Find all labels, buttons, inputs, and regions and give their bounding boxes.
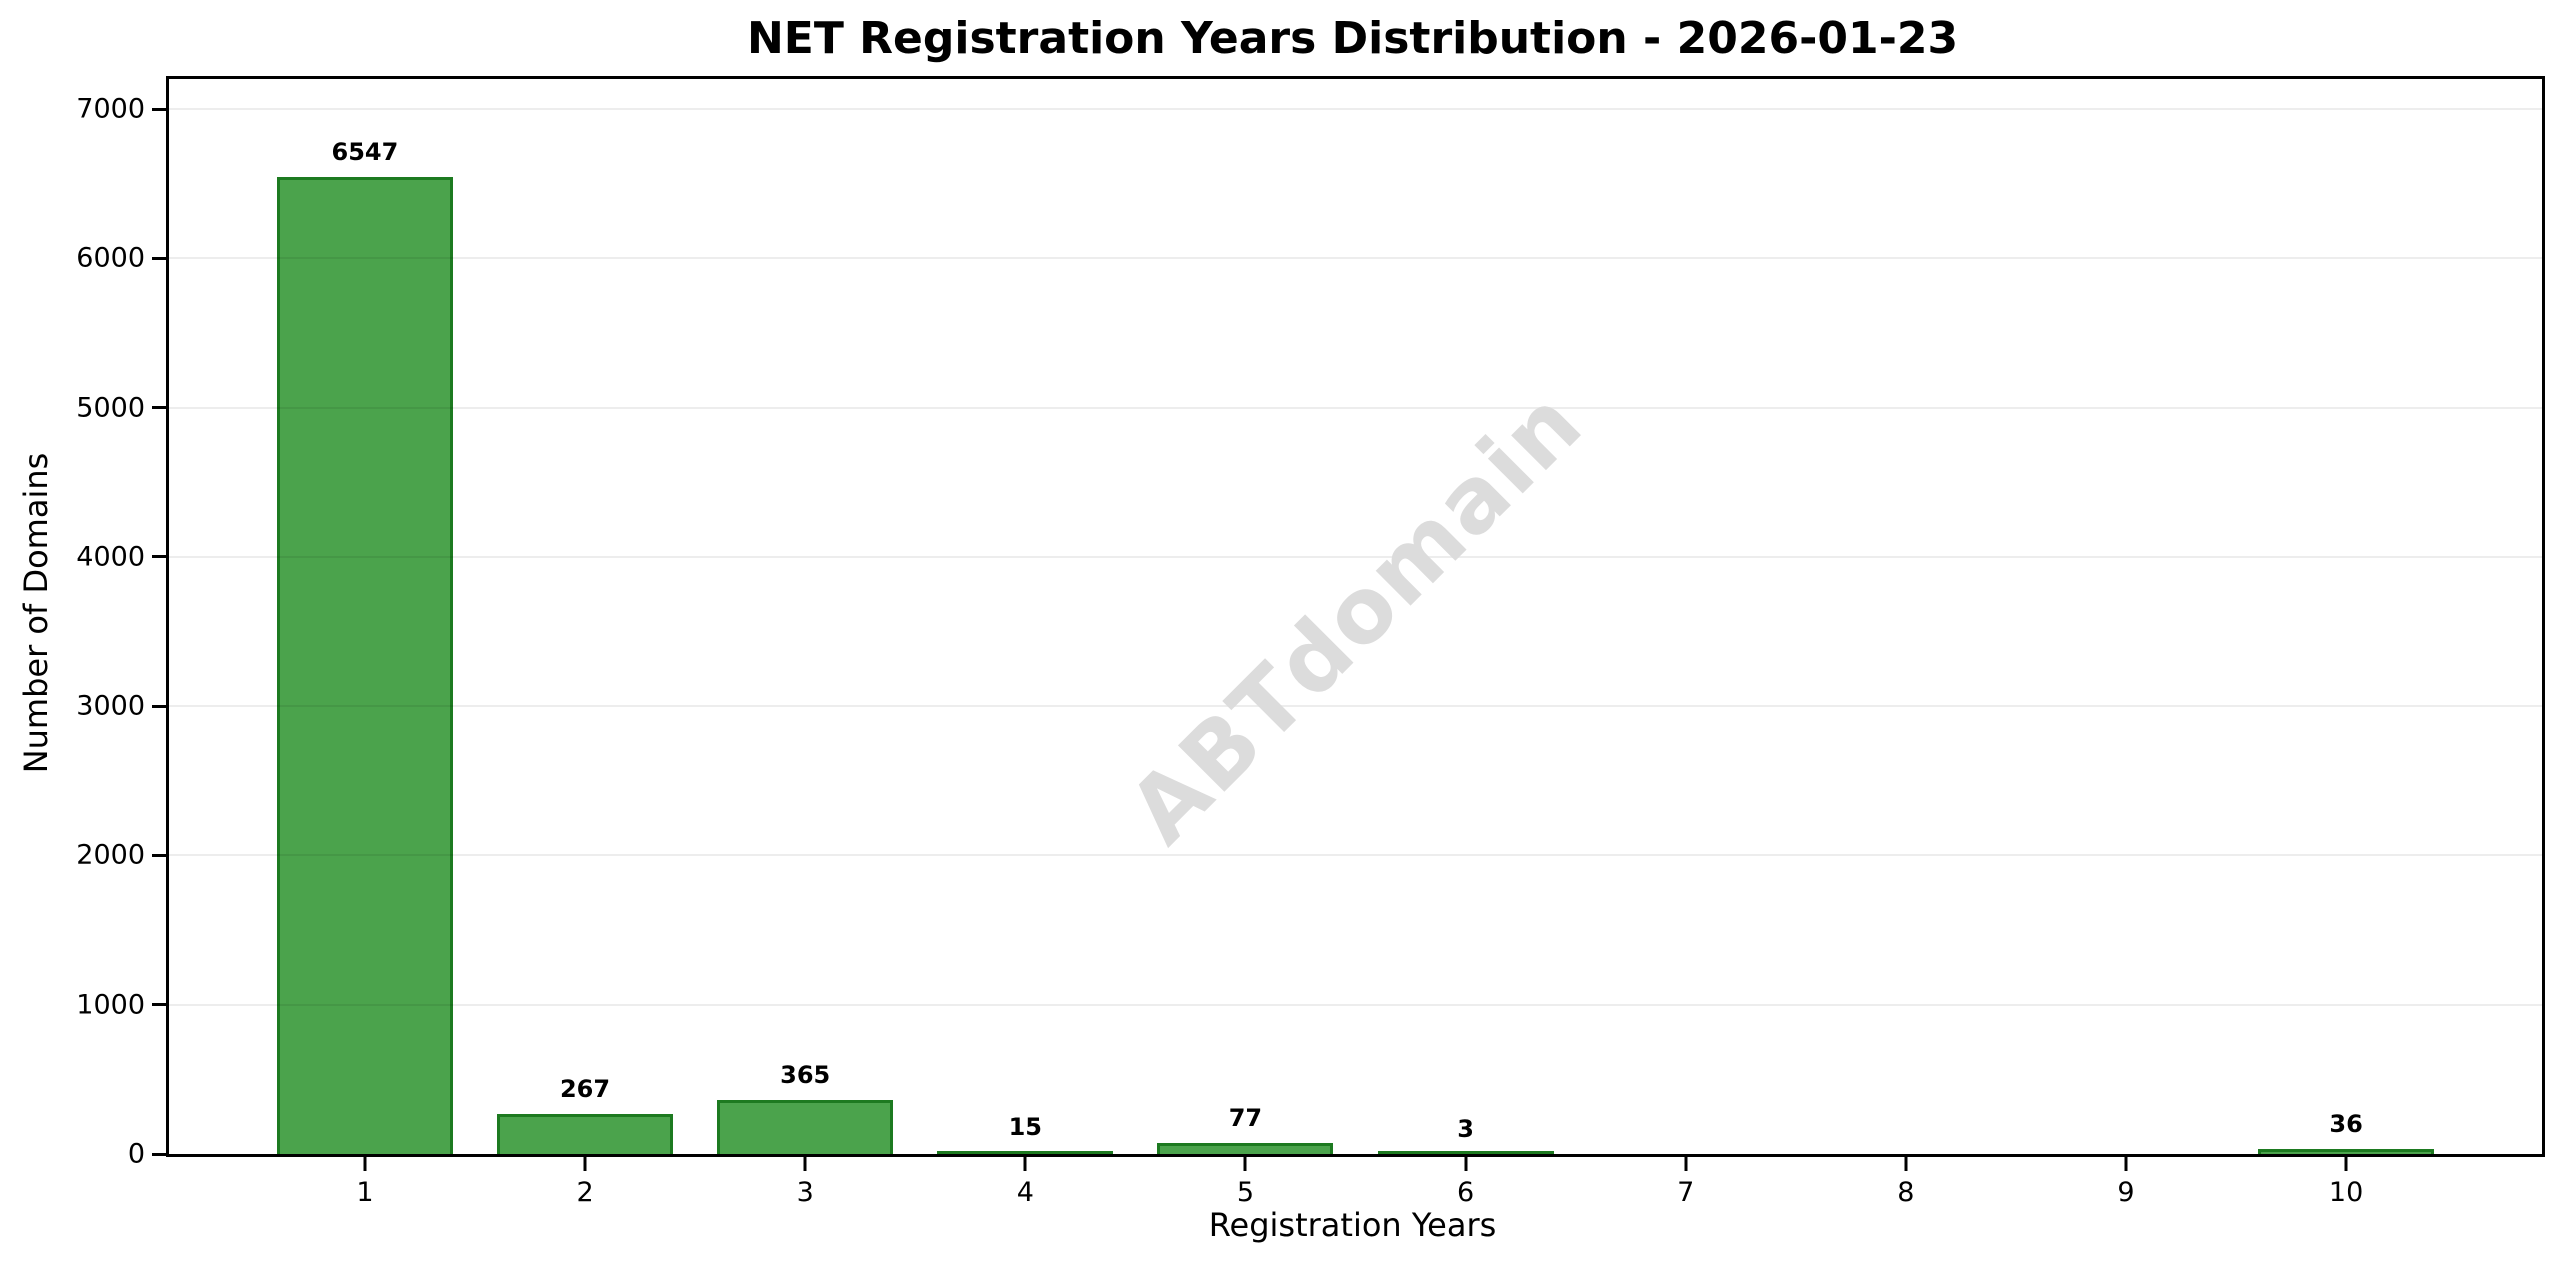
- x-tick-label: 3: [796, 1177, 814, 1208]
- y-axis-label: Number of Domains: [17, 452, 55, 774]
- x-tick-mark: [1243, 1157, 1247, 1171]
- x-tick-label: 7: [1677, 1177, 1695, 1208]
- bar-year-1: [276, 176, 453, 1154]
- x-tick-label: 8: [1897, 1177, 1915, 1208]
- bar-value-label: 6547: [331, 137, 399, 166]
- plot-area: 6547 267 365 15 77 3 36 0 1000 2000 3000 4000 5000 60…: [76, 76, 2545, 1208]
- x-tick-mark: [583, 1157, 587, 1171]
- bar-value-label: 3: [1457, 1114, 1474, 1143]
- bar-value-label: 77: [1228, 1103, 1263, 1132]
- x-tick-mark: [2344, 1157, 2348, 1171]
- x-tick-label: 4: [1016, 1177, 1034, 1208]
- y-tick-mark: [152, 406, 166, 410]
- gridline-y-5000: [169, 406, 2542, 409]
- x-tick-mark: [1684, 1157, 1688, 1171]
- gridline-y-6000: [169, 257, 2542, 260]
- y-tick-label: 4000: [76, 541, 145, 573]
- y-tick-mark: [152, 107, 166, 111]
- y-tick-label: 3000: [76, 690, 145, 722]
- gridline-y-7000: [169, 108, 2542, 111]
- x-tick-label: 2: [576, 1177, 594, 1208]
- y-tick-label: 0: [127, 1138, 145, 1170]
- bar-year-10: [2258, 1148, 2435, 1154]
- x-tick-mark: [363, 1157, 367, 1171]
- x-tick-label: 9: [2117, 1177, 2135, 1208]
- y-tick-label: 1000: [76, 989, 145, 1021]
- x-tick-mark: [803, 1157, 807, 1171]
- bar-year-4: [937, 1151, 1114, 1154]
- bar-year-3: [717, 1099, 894, 1154]
- watermark-text: ABTdomain: [1108, 369, 1603, 864]
- y-tick-mark: [152, 704, 166, 708]
- bar-value-label: 267: [559, 1075, 611, 1104]
- bar-year-6: [1377, 1151, 1554, 1154]
- y-tick-label: 5000: [76, 392, 145, 424]
- y-tick-label: 7000: [76, 93, 145, 125]
- x-tick-label: 1: [356, 1177, 374, 1208]
- x-tick-mark: [1904, 1157, 1908, 1171]
- y-tick-mark: [152, 1152, 166, 1156]
- y-tick-mark: [152, 853, 166, 857]
- bar-value-label: 36: [2329, 1109, 2363, 1138]
- bar-value-label: 365: [780, 1060, 831, 1089]
- x-tick-mark: [1023, 1157, 1027, 1171]
- x-tick-mark: [1464, 1157, 1468, 1171]
- x-tick-label: 6: [1456, 1177, 1475, 1208]
- y-tick-label: 2000: [76, 839, 145, 871]
- gridline-y-1000: [169, 1003, 2542, 1006]
- gridline-y-3000: [169, 705, 2542, 708]
- y-tick-mark: [152, 555, 166, 559]
- bar-year-5: [1157, 1142, 1334, 1154]
- gridline-y-2000: [169, 854, 2542, 857]
- y-tick-label: 6000: [76, 242, 145, 274]
- y-tick-mark: [152, 256, 166, 260]
- chart-title: NET Registration Years Distribution - 20…: [746, 13, 1959, 64]
- gridline-y-4000: [169, 555, 2542, 558]
- bar-year-2: [496, 1114, 674, 1154]
- x-tick-mark: [2124, 1157, 2128, 1171]
- x-tick-label: 5: [1236, 1177, 1255, 1208]
- bar-value-label: 15: [1008, 1112, 1042, 1141]
- x-tick-label: 10: [2328, 1177, 2364, 1208]
- y-tick-mark: [152, 1003, 166, 1007]
- x-axis-label: Registration Years: [1208, 1206, 1497, 1244]
